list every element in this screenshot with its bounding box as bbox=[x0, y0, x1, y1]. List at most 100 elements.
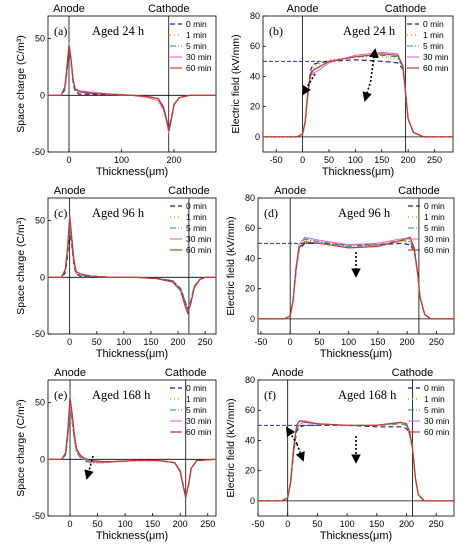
plot-frame bbox=[47, 197, 217, 335]
series-line-60-min bbox=[48, 44, 216, 132]
y-tick-label: 20 bbox=[250, 102, 260, 112]
x-tick-label: 200 bbox=[400, 337, 415, 347]
y-tick-label: 0 bbox=[40, 90, 45, 100]
x-tick-label: 0 bbox=[285, 519, 290, 529]
series-line-60-min bbox=[258, 236, 454, 320]
legend-entry: 30 min bbox=[424, 234, 450, 244]
y-tick-label: 0 bbox=[40, 454, 45, 464]
cathode-label: Cathode bbox=[392, 367, 434, 379]
x-tick-label: 100 bbox=[341, 337, 356, 347]
cathode-label: Cathode bbox=[165, 367, 207, 379]
y-tick-label: 40 bbox=[245, 253, 255, 263]
x-axis-label: Thickness(μm) bbox=[320, 530, 392, 542]
panel-label: (e) bbox=[54, 388, 67, 402]
trend-arrow bbox=[362, 79, 372, 102]
panel-f: Anode Cathode -50 0 50 100 150 200 250 0 20 40 60 80 T… bbox=[225, 367, 455, 542]
panel-title: Aged 168 h bbox=[338, 388, 397, 402]
x-tick-label: 50 bbox=[93, 519, 103, 529]
x-tick-label: 250 bbox=[198, 337, 213, 347]
legend-entry: 1 min bbox=[186, 212, 207, 222]
x-tick-label: 100 bbox=[114, 155, 129, 165]
y-tick-label: 50 bbox=[35, 398, 45, 408]
x-tick-label: 250 bbox=[427, 155, 442, 165]
x-tick-label: 0 bbox=[67, 337, 72, 347]
legend-entry: 0 min bbox=[423, 19, 444, 29]
series-line-60-min bbox=[48, 396, 216, 499]
panel-label: (c) bbox=[54, 206, 67, 220]
plot-frame bbox=[257, 197, 455, 335]
x-tick-label: 250 bbox=[200, 519, 215, 529]
panel-b: Anode Cathode -50 0 50 100 150 200 250 0 20 40 60 80 T… bbox=[230, 3, 454, 178]
legend-entry: 1 min bbox=[186, 30, 207, 40]
panel-title: Aged 24 h bbox=[343, 24, 396, 38]
x-tick-label: 50 bbox=[314, 337, 324, 347]
y-axis-label: Space charge (C/m³) bbox=[15, 217, 27, 314]
legend-entry: 5 min bbox=[424, 405, 445, 415]
legend-entry: 60 min bbox=[424, 245, 450, 255]
x-tick-label: 0 bbox=[300, 155, 305, 165]
legend-entry: 60 min bbox=[424, 427, 450, 437]
legend-entry: 5 min bbox=[186, 41, 207, 51]
x-tick-label: 200 bbox=[173, 519, 188, 529]
y-tick-label: -50 bbox=[32, 147, 45, 157]
x-tick-label: 150 bbox=[374, 155, 389, 165]
anode-label: Anode bbox=[53, 3, 85, 15]
anode-label: Anode bbox=[274, 185, 306, 197]
y-axis-label: Space charge (C/m³) bbox=[15, 399, 27, 496]
x-tick-label: 150 bbox=[145, 519, 160, 529]
legend-entry: 60 min bbox=[186, 63, 212, 73]
plot-frame bbox=[47, 15, 217, 153]
y-tick-label: 50 bbox=[35, 34, 45, 44]
legend-entry: 5 min bbox=[186, 405, 207, 415]
x-tick-label: 100 bbox=[118, 519, 133, 529]
legend-entry: 0 min bbox=[186, 383, 207, 393]
legend-entry: 30 min bbox=[186, 52, 212, 62]
cathode-label: Cathode bbox=[398, 185, 440, 197]
panel-title: Aged 24 h bbox=[92, 24, 145, 38]
x-tick-label: 250 bbox=[429, 337, 444, 347]
x-axis-label: Thickness(μm) bbox=[96, 530, 168, 542]
legend-entry: 30 min bbox=[424, 416, 450, 426]
panel-d: Anode Cathode -50 0 50 100 150 200 250 0 20 40 60 80 T… bbox=[225, 185, 455, 360]
x-tick-label: 50 bbox=[324, 155, 334, 165]
anode-label: Anode bbox=[54, 185, 86, 197]
y-tick-label: 0 bbox=[255, 132, 260, 142]
cathode-label: Cathode bbox=[168, 185, 210, 197]
series-line-60-min bbox=[263, 53, 453, 138]
x-tick-label: 200 bbox=[166, 155, 181, 165]
y-axis-label: Space charge (C/m³) bbox=[15, 35, 27, 132]
legend-entry: 5 min bbox=[424, 223, 445, 233]
plot-frame bbox=[47, 379, 217, 517]
x-tick-label: 0 bbox=[68, 519, 73, 529]
trend-arrow bbox=[285, 426, 298, 445]
panel-title: Aged 168 h bbox=[92, 388, 151, 402]
x-tick-label: 200 bbox=[171, 337, 186, 347]
legend-entry: 5 min bbox=[423, 41, 444, 51]
cathode-label: Cathode bbox=[148, 3, 190, 15]
y-tick-label: 80 bbox=[245, 193, 255, 203]
trend-arrow bbox=[369, 48, 379, 79]
legend-entry: 60 min bbox=[186, 245, 212, 255]
y-tick-label: 80 bbox=[250, 11, 260, 21]
legend-entry: 0 min bbox=[424, 383, 445, 393]
y-tick-label: 40 bbox=[245, 435, 255, 445]
plot-frame bbox=[262, 15, 454, 153]
panel-a: Anode Cathode 0 100 200 -50 0 50 Thickness(μm) Sp… bbox=[15, 3, 217, 178]
cathode-label: Cathode bbox=[385, 3, 427, 15]
legend-entry: 1 min bbox=[423, 30, 444, 40]
legend-entry: 0 min bbox=[186, 201, 207, 211]
series-line-60-min bbox=[48, 215, 216, 315]
anode-label: Anode bbox=[287, 3, 319, 15]
legend-entry: 1 min bbox=[186, 394, 207, 404]
y-tick-label: 60 bbox=[245, 223, 255, 233]
x-tick-label: 50 bbox=[312, 519, 322, 529]
x-tick-label: -50 bbox=[270, 155, 283, 165]
y-tick-label: -50 bbox=[32, 329, 45, 339]
y-axis-label: Electric field (kV/mm) bbox=[225, 216, 237, 315]
panel-label: (d) bbox=[264, 206, 278, 220]
y-tick-label: 60 bbox=[250, 41, 260, 51]
x-tick-label: 150 bbox=[143, 337, 158, 347]
legend-entry: 60 min bbox=[186, 427, 212, 437]
